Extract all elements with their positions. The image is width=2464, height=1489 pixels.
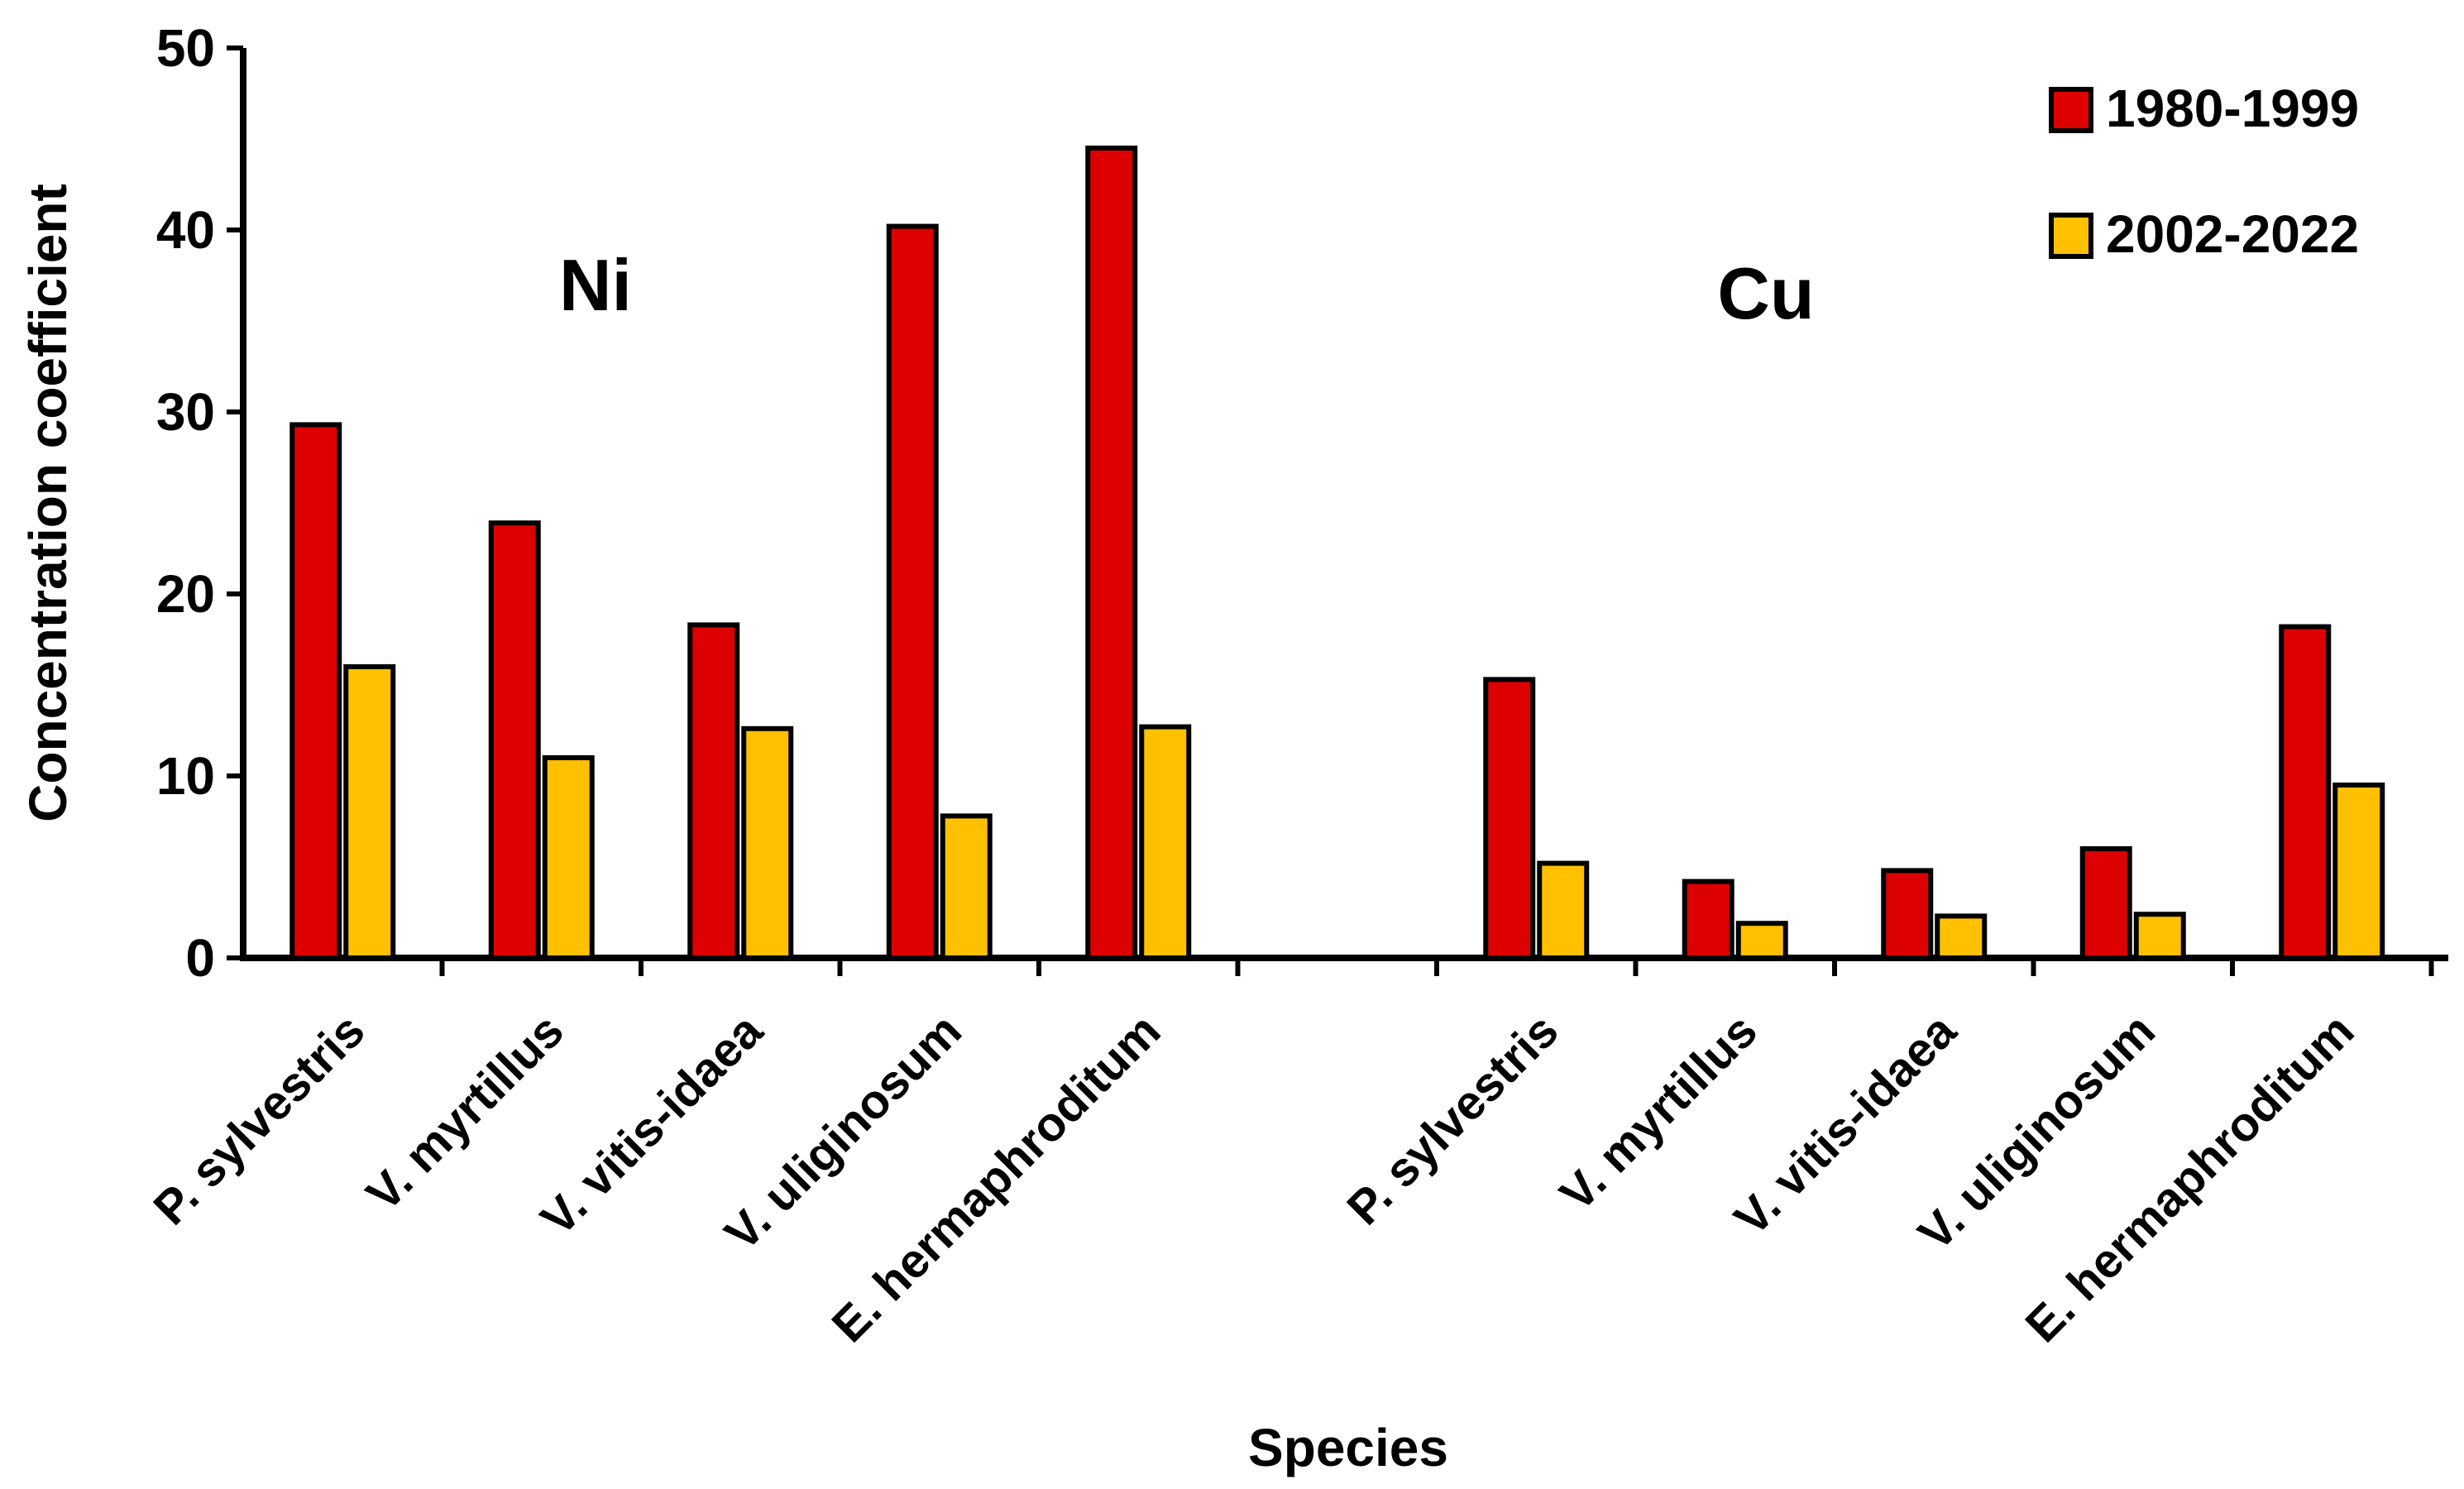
bar-series-2	[1735, 921, 1788, 960]
legend: 1980-1999 2002-2022	[2049, 79, 2359, 264]
bar-series-2	[940, 813, 993, 961]
group-label-ni: Ni	[559, 244, 632, 326]
bar-series-1	[1881, 868, 1934, 961]
bars	[289, 146, 2385, 961]
bar-series-2	[741, 725, 794, 960]
bar-series-2	[343, 664, 396, 960]
y-tick-label: 50	[156, 18, 215, 78]
category-label: V. myrtillus	[356, 1003, 574, 1221]
y-tick-label: 10	[156, 746, 215, 806]
category-label: P. sylvestris	[143, 1003, 375, 1235]
y-tick-label: 20	[156, 564, 215, 624]
bar-series-2	[1139, 724, 1192, 960]
bar-series-2	[2133, 912, 2186, 960]
x-axis-title: Species	[1248, 1418, 1448, 1477]
category-label: E. hermaphroditum	[2015, 1003, 2364, 1353]
category-label: V. myrtillus	[1550, 1003, 1768, 1221]
y-tick-label: 0	[185, 928, 215, 988]
bar-series-1	[2279, 624, 2332, 960]
y-tick-label: 40	[156, 200, 215, 260]
bar-series-1	[488, 520, 541, 960]
bar-series-1	[1085, 146, 1138, 960]
bar-series-2	[2332, 783, 2385, 960]
x-ticks	[439, 958, 2434, 976]
bar-series-1	[1682, 879, 1734, 960]
legend-label: 1980-1999	[2106, 79, 2359, 138]
category-label: P. sylvestris	[1337, 1003, 1568, 1235]
bar-series-1	[2079, 846, 2132, 960]
group-label-cu: Cu	[1717, 252, 1814, 334]
bar-series-2	[542, 755, 595, 960]
bar-series-2	[1537, 860, 1590, 960]
bar-series-1	[1483, 677, 1536, 961]
bar-series-1	[687, 622, 740, 961]
bar-series-1	[289, 422, 342, 960]
legend-label: 2002-2022	[2106, 204, 2359, 264]
y-tick-label: 30	[156, 382, 215, 442]
category-label: E. hermaphroditum	[821, 1003, 1170, 1353]
y-ticks: 0 10 20 30 40 50	[156, 18, 243, 988]
bar-series-2	[1935, 913, 1988, 961]
legend-swatch	[2049, 87, 2093, 133]
legend-swatch	[2049, 213, 2093, 259]
y-axis-title: Concentration coefficient	[18, 184, 78, 822]
group-labels: Ni Cu	[559, 244, 1815, 334]
bar-series-1	[886, 223, 939, 961]
